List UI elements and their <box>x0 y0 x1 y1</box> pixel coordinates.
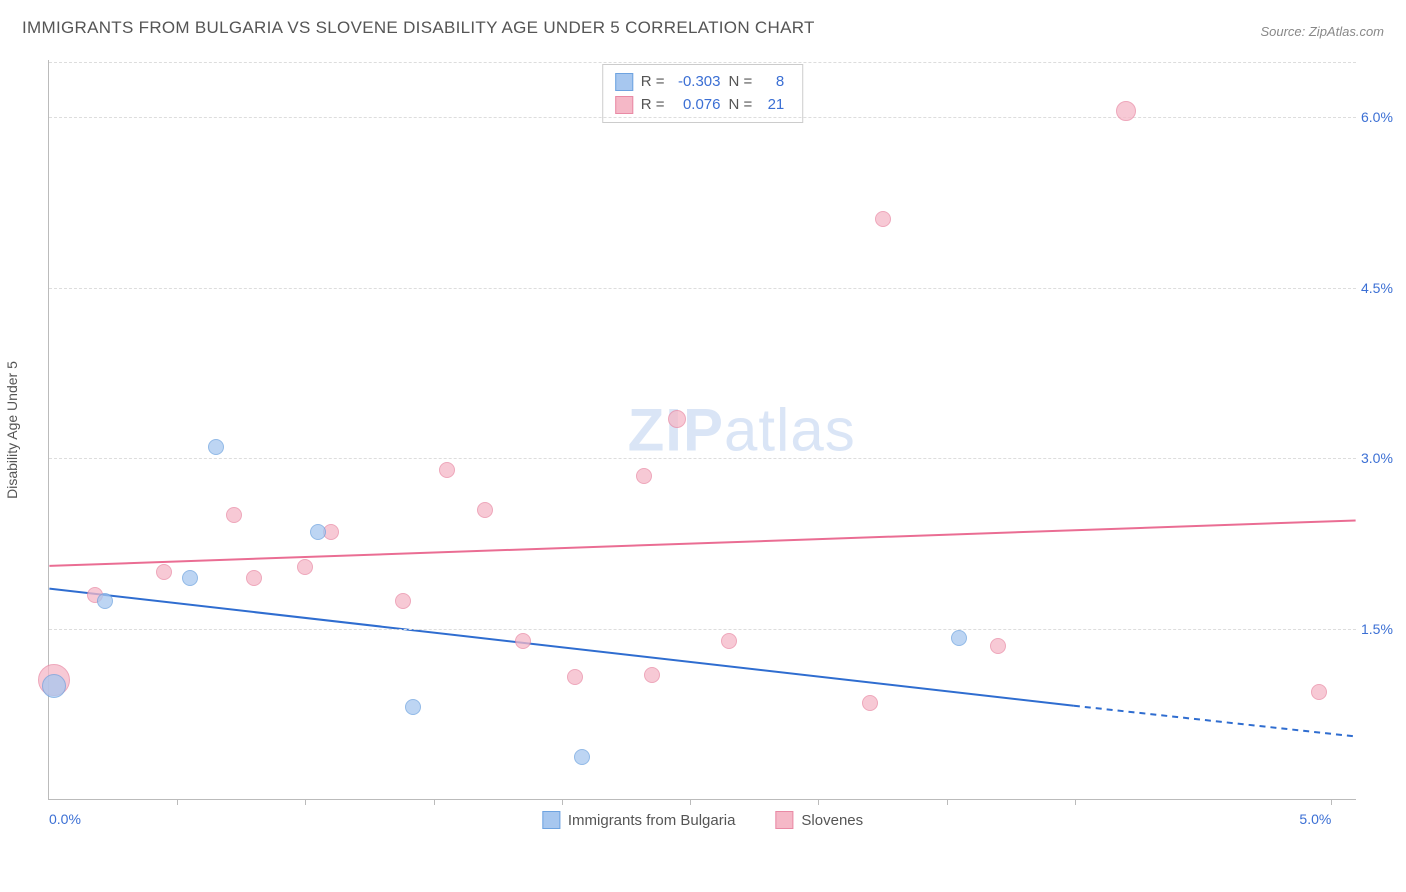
scatter-point-slovenes <box>668 410 686 428</box>
scatter-point-slovenes <box>875 211 891 227</box>
legend-swatch-series1 <box>615 73 633 91</box>
x-tick <box>177 799 178 805</box>
legend-item-series1: Immigrants from Bulgaria <box>542 811 736 829</box>
scatter-point-slovenes <box>644 667 660 683</box>
x-tick <box>947 799 948 805</box>
x-tick <box>1331 799 1332 805</box>
legend-n-label-1: N = <box>729 71 753 94</box>
scatter-point-bulgaria <box>574 749 590 765</box>
trend-line <box>49 520 1355 565</box>
x-tick-label: 5.0% <box>1299 811 1331 827</box>
legend-row-series2: R = 0.076 N = 21 <box>615 94 785 117</box>
x-tick-label: 0.0% <box>49 811 81 827</box>
scatter-point-slovenes <box>156 564 172 580</box>
scatter-point-slovenes <box>439 462 455 478</box>
scatter-point-slovenes <box>721 633 737 649</box>
scatter-point-slovenes <box>246 570 262 586</box>
scatter-point-slovenes <box>515 633 531 649</box>
scatter-point-bulgaria <box>42 674 66 698</box>
scatter-point-slovenes <box>297 559 313 575</box>
grid-line <box>49 629 1356 630</box>
legend-r-value-2: 0.076 <box>673 94 721 117</box>
source-attribution: Source: ZipAtlas.com <box>1260 24 1384 39</box>
scatter-point-slovenes <box>477 502 493 518</box>
scatter-point-slovenes <box>636 468 652 484</box>
legend-swatch-bottom-1 <box>542 811 560 829</box>
watermark: ZIPatlas <box>628 395 856 464</box>
y-tick-label: 1.5% <box>1361 621 1406 637</box>
scatter-point-slovenes <box>395 593 411 609</box>
scatter-point-slovenes <box>862 695 878 711</box>
y-tick-label: 3.0% <box>1361 450 1406 466</box>
legend-r-label-1: R = <box>641 71 665 94</box>
scatter-point-bulgaria <box>405 699 421 715</box>
scatter-point-bulgaria <box>951 630 967 646</box>
legend-r-label-2: R = <box>641 94 665 117</box>
chart-plot-area: ZIPatlas R = -0.303 N = 8 R = 0.076 N = … <box>48 60 1356 800</box>
y-tick-label: 6.0% <box>1361 109 1406 125</box>
series-legend: Immigrants from Bulgaria Slovenes <box>542 811 863 829</box>
legend-label-series2: Slovenes <box>801 812 863 829</box>
watermark-rest: atlas <box>724 396 856 463</box>
scatter-point-bulgaria <box>182 570 198 586</box>
scatter-point-bulgaria <box>97 593 113 609</box>
scatter-point-slovenes <box>1311 684 1327 700</box>
grid-line <box>49 288 1356 289</box>
correlation-legend: R = -0.303 N = 8 R = 0.076 N = 21 <box>602 64 804 123</box>
x-tick <box>434 799 435 805</box>
legend-n-label-2: N = <box>729 94 753 117</box>
trend-line <box>49 589 1073 706</box>
x-tick <box>690 799 691 805</box>
legend-label-series1: Immigrants from Bulgaria <box>568 812 736 829</box>
x-tick <box>818 799 819 805</box>
legend-swatch-series2 <box>615 96 633 114</box>
scatter-point-bulgaria <box>208 439 224 455</box>
y-axis-label: Disability Age Under 5 <box>4 361 20 499</box>
x-tick <box>305 799 306 805</box>
scatter-point-slovenes <box>567 669 583 685</box>
scatter-point-bulgaria <box>310 524 326 540</box>
trend-lines-layer <box>49 60 1356 799</box>
legend-n-value-1: 8 <box>760 71 784 94</box>
legend-item-series2: Slovenes <box>775 811 863 829</box>
scatter-point-slovenes <box>226 507 242 523</box>
grid-line <box>49 62 1356 63</box>
x-tick <box>562 799 563 805</box>
legend-swatch-bottom-2 <box>775 811 793 829</box>
trend-line <box>1074 706 1356 737</box>
legend-r-value-1: -0.303 <box>673 71 721 94</box>
grid-line <box>49 458 1356 459</box>
y-tick-label: 4.5% <box>1361 280 1406 296</box>
scatter-point-slovenes <box>1116 101 1136 121</box>
scatter-point-slovenes <box>990 638 1006 654</box>
x-tick <box>1075 799 1076 805</box>
legend-row-series1: R = -0.303 N = 8 <box>615 71 785 94</box>
grid-line <box>49 117 1356 118</box>
watermark-bold: ZIP <box>628 396 724 463</box>
chart-title: IMMIGRANTS FROM BULGARIA VS SLOVENE DISA… <box>22 18 815 38</box>
legend-n-value-2: 21 <box>760 94 784 117</box>
